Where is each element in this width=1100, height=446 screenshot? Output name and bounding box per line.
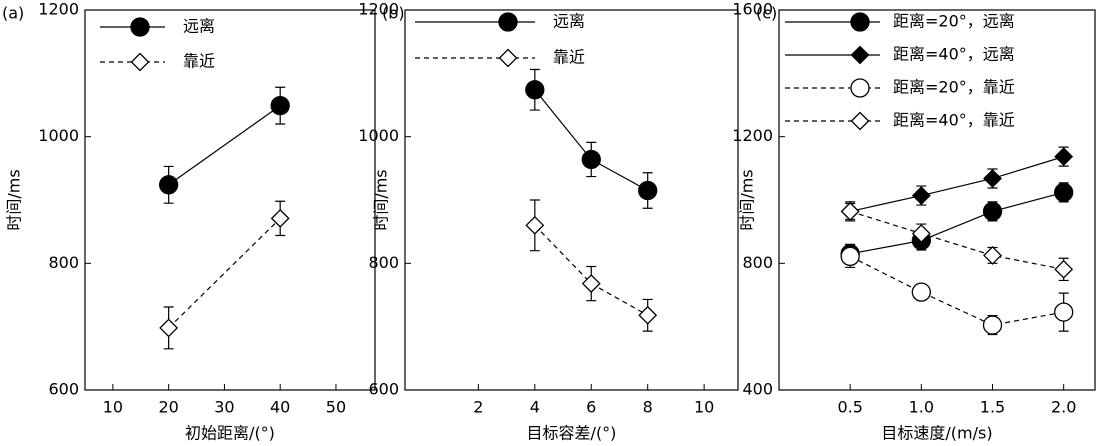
x-tick-label: 50 (326, 398, 346, 417)
y-tick-label: 1200 (732, 126, 773, 145)
legend-marker (850, 78, 870, 98)
legend-label: 距离=20°，远离 (893, 12, 1015, 31)
data-point (581, 274, 601, 294)
legend-label: 靠近 (553, 48, 585, 67)
legend-label: 距离=40°，靠近 (893, 111, 1015, 130)
data-point (270, 95, 290, 116)
data-point (159, 318, 179, 338)
x-tick-label: 30 (214, 398, 234, 417)
series-line (850, 191, 1064, 255)
data-point (983, 245, 1002, 265)
x-tick-label: 6 (586, 398, 596, 417)
data-point (1054, 259, 1074, 279)
legend-marker (130, 52, 150, 72)
y-axis-label: 时间/ms (372, 169, 391, 230)
y-tick-label: 800 (48, 253, 79, 272)
panel-label: (c) (756, 4, 777, 23)
x-axis-label: 初始距离/(°) (185, 424, 275, 443)
panel-label: (b) (382, 4, 405, 23)
data-point (525, 215, 545, 235)
x-tick-label: 1.5 (980, 398, 1005, 417)
legend-marker (498, 12, 518, 32)
data-point (525, 80, 545, 100)
data-point (911, 282, 931, 302)
x-tick-label: 10 (103, 398, 123, 417)
legend-marker (850, 45, 870, 65)
x-tick-label: 8 (643, 398, 653, 417)
x-tick-label: 40 (270, 398, 290, 417)
data-point (581, 149, 601, 170)
data-point (911, 224, 931, 243)
data-point (638, 180, 658, 201)
y-axis-label: 时间/ms (5, 169, 24, 230)
plot-frame (84, 9, 376, 391)
y-tick-label: 1000 (358, 126, 399, 145)
legend-marker (850, 111, 870, 131)
y-tick-label: 800 (742, 253, 773, 272)
series-line (849, 255, 1064, 326)
data-point (1054, 182, 1074, 203)
x-tick-label: 10 (694, 398, 714, 417)
y-tick-label: 600 (368, 380, 399, 399)
y-tick-label: 1000 (38, 126, 79, 145)
series-line (168, 217, 281, 329)
series-line (849, 210, 1064, 270)
series-line (850, 156, 1064, 212)
data-point (982, 315, 1003, 335)
y-tick-label: 800 (368, 253, 399, 272)
x-tick-label: 4 (530, 398, 540, 417)
y-tick-label: 1200 (38, 0, 79, 19)
legend-label: 远离 (183, 17, 215, 36)
legend-marker (130, 17, 150, 37)
legend-marker (498, 48, 518, 68)
x-tick-label: 0.5 (837, 398, 862, 417)
y-tick-label: 600 (48, 380, 79, 399)
legend-label: 远离 (553, 12, 585, 31)
data-point (270, 208, 290, 228)
legend-marker (850, 12, 870, 32)
legend-label: 距离=20°，靠近 (893, 78, 1015, 97)
data-point (840, 201, 860, 221)
y-axis-label: 时间/ms (738, 169, 757, 230)
x-axis-label: 目标速度/(m/s) (881, 424, 992, 443)
x-axis-label: 目标容差/(°) (527, 424, 617, 443)
data-point (1054, 147, 1074, 167)
data-point (1054, 302, 1074, 322)
legend-label: 靠近 (183, 52, 215, 71)
y-tick-label: 400 (742, 380, 773, 399)
plot-frame (404, 9, 739, 391)
data-point (840, 246, 860, 267)
data-point (911, 186, 931, 205)
x-tick-label: 1.0 (909, 398, 934, 417)
x-tick-label: 2 (473, 398, 483, 417)
y-tick-label: 1200 (358, 0, 399, 19)
x-tick-label: 20 (158, 398, 178, 417)
data-point (982, 201, 1003, 222)
series-line (168, 105, 281, 186)
plot-frame (778, 9, 1096, 391)
y-tick-label: 1600 (732, 0, 773, 19)
panel-label: (a) (2, 4, 24, 23)
data-point (983, 169, 1002, 188)
legend-label: 距离=40°，远离 (893, 45, 1015, 64)
data-point (638, 305, 658, 325)
data-point (159, 175, 179, 195)
x-tick-label: 2.0 (1051, 398, 1076, 417)
